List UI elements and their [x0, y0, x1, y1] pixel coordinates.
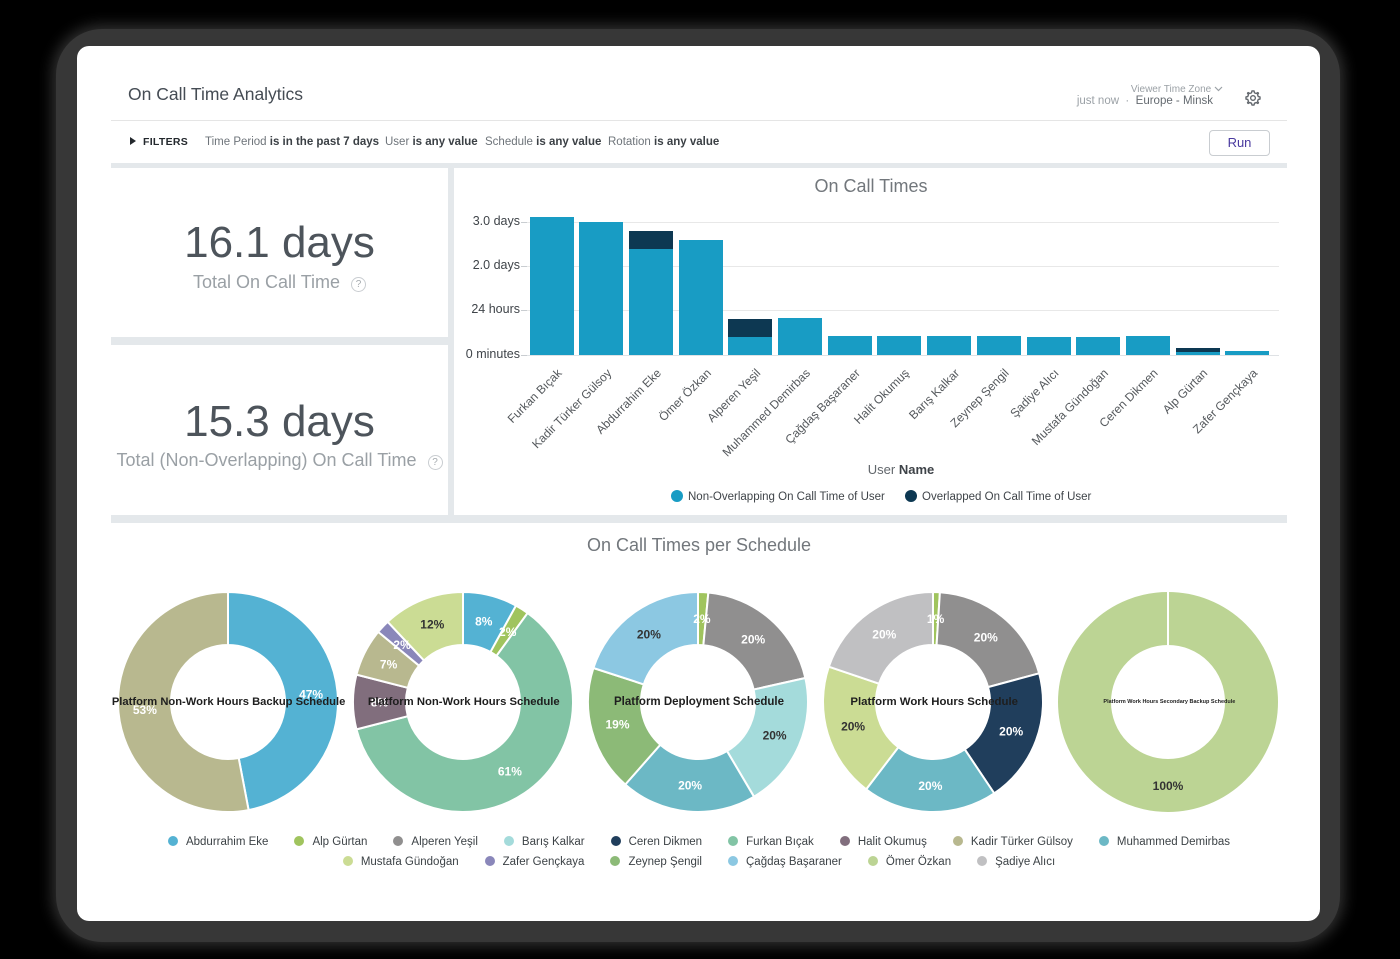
svg-text:20%: 20%: [999, 725, 1023, 739]
svg-text:20%: 20%: [974, 631, 998, 645]
svg-text:1%: 1%: [927, 612, 945, 626]
svg-text:20%: 20%: [919, 779, 943, 793]
svg-text:20%: 20%: [678, 778, 702, 792]
svg-text:20%: 20%: [763, 729, 787, 743]
svg-text:53%: 53%: [132, 703, 156, 717]
svg-text:2%: 2%: [693, 612, 711, 626]
svg-text:7%: 7%: [380, 657, 398, 671]
svg-text:2%: 2%: [499, 625, 517, 639]
svg-text:2%: 2%: [393, 638, 411, 652]
svg-text:8%: 8%: [475, 614, 493, 628]
svg-text:20%: 20%: [637, 628, 661, 642]
svg-text:20%: 20%: [741, 633, 765, 647]
svg-text:100%: 100%: [1153, 779, 1184, 793]
svg-text:20%: 20%: [872, 627, 896, 641]
svg-text:12%: 12%: [420, 618, 444, 632]
svg-text:19%: 19%: [605, 717, 629, 731]
svg-text:20%: 20%: [841, 720, 865, 734]
svg-text:47%: 47%: [299, 687, 323, 701]
svg-text:8%: 8%: [371, 695, 389, 709]
svg-text:61%: 61%: [498, 764, 522, 778]
